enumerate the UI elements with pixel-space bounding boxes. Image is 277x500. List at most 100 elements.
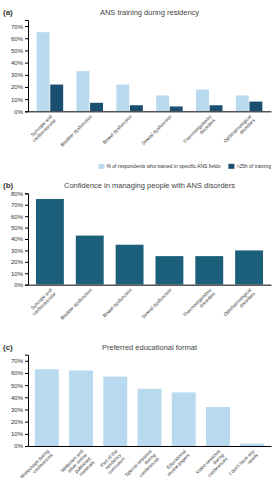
bar-series [50,85,262,112]
tick-label-line: materials [78,459,96,477]
x-tick: Video sessionsduringconferences [195,446,229,482]
tick-label: Syncope andcardiovascular [28,114,57,143]
panel: Preferred educational format(c)0%10%20%3… [3,343,272,485]
bar [206,407,230,446]
y-tick: 70% [11,358,28,364]
x-tick: Part of theresidencycurriculum [99,446,126,475]
tick-label: Webinars andother onlinepublishedmateria… [60,448,96,484]
y-axis: 0% 10% 20% 30% 40% 50% 60% 70% [11,21,29,115]
tick-label-line: cardiovascular [31,291,57,317]
tick-label: Sexual dysfunction [141,114,173,146]
tick-label: 70% [11,202,24,208]
tick-label: Sexual dysfunction [141,287,173,319]
bar [36,199,64,285]
x-tick: Bowel dysfunction [102,111,133,145]
x-tick: Bladder dysfunction [60,285,94,321]
y-tick: 70% [11,24,28,30]
legend-item: % of respondents who trained in specific… [98,163,220,169]
y-tick: 20% [11,84,28,90]
tick-label: I don't have anyneeds [228,448,260,480]
tick-label: 40% [11,60,24,66]
bar [130,105,143,111]
tick-mark [25,397,28,398]
bar [103,377,127,446]
tick-label: 70% [11,358,24,364]
tick-mark [25,434,28,435]
bar [156,96,169,112]
y-tick: 30% [11,407,28,413]
chart-container: ANS training during residency(a)0%10%20%… [0,0,277,500]
tick-mark [25,285,28,286]
tick-label-line: conferences [138,456,160,478]
plot-area [36,199,263,285]
x-tick: I don't have anyneeds [228,446,260,480]
x-tick: Bladder dysfunction [60,111,94,147]
tick-label: 60% [11,370,24,376]
tick-label-line: review papers [166,452,191,477]
tick-label: 30% [11,248,24,254]
tick-label: 50% [11,383,24,389]
bar [138,389,162,446]
y-tick: 30% [11,72,28,78]
y-tick: 50% [11,48,28,54]
tick-mark [25,38,28,39]
chart-svg: ANS training during residency(a)0%10%20%… [0,0,277,500]
x-tick: Educationalreview papers [162,446,191,477]
y-tick: 50% [11,383,28,389]
tick-label-line: disorders [199,291,217,309]
tick-label-line: conferences [32,452,54,474]
tick-label: Ophthalmologicaldisorders [223,287,257,321]
panel: Confidence in managing people with ANS d… [3,181,272,321]
tick-label: Bowel dysfunction [102,287,133,318]
tick-mark [25,111,28,112]
y-tick: 0% [14,109,28,115]
x-tick: Sexual dysfunction [141,285,173,320]
tick-label: Video sessionsduringconferences [195,448,229,482]
x-tick: Syncope andcardiovascular [28,285,57,317]
bar [116,85,129,112]
y-tick: 60% [11,36,28,42]
tick-mark [25,63,28,64]
y-tick: 40% [11,60,28,66]
tick-label: Thermoregulatorydisorders [182,287,216,321]
tick-mark [25,50,28,51]
bar [195,256,223,285]
bar [172,392,196,446]
y-axis: 0%10%20%30%40%50%60%70% [11,355,29,449]
axis-line [25,355,29,446]
bar-series [35,369,264,446]
tick-label: Syncope andcardiovascular [28,287,57,316]
tick-label-line: curriculum [107,456,126,475]
x-tick: Thermoregulatorydisorders [182,285,216,322]
tick-label-line: disorders [239,291,257,309]
tick-label: 80% [11,191,24,197]
tick-label-line: conferences [207,456,229,478]
tick-mark [25,228,28,229]
y-tick: 10% [11,97,28,103]
title: Confidence in managing people with ANS d… [64,181,235,190]
y-tick: 30% [11,248,28,254]
tick-label: 10% [11,271,24,277]
tick-mark [25,422,28,423]
x-axis: Syncope andcardiovascularBladder dysfunc… [28,111,272,148]
axis-line [25,21,29,112]
tick-mark [25,205,28,206]
tick-mark [25,409,28,410]
legend: % of respondents who trained in specific… [98,163,271,169]
tick-label: 30% [11,72,24,78]
tick-label: 40% [11,395,24,401]
legend-label: >25h of training [236,163,271,169]
tick-label: Educationalreview papers [162,448,191,477]
tick-label: 0% [14,282,23,288]
bar [76,71,89,111]
plot-area [37,32,263,111]
tick-label-line: Bladder dysfunction [60,287,94,321]
tick-mark [25,250,28,251]
tick-mark [25,373,28,374]
y-tick: 60% [11,370,28,376]
legend-item: >25h of training [228,163,271,169]
x-tick: Ophthalmologicaldisorders [223,285,257,321]
x-tick: Ophthalmologicaldisorders [223,111,257,147]
tick-label: 10% [11,97,24,103]
legend-swatch [98,164,104,169]
